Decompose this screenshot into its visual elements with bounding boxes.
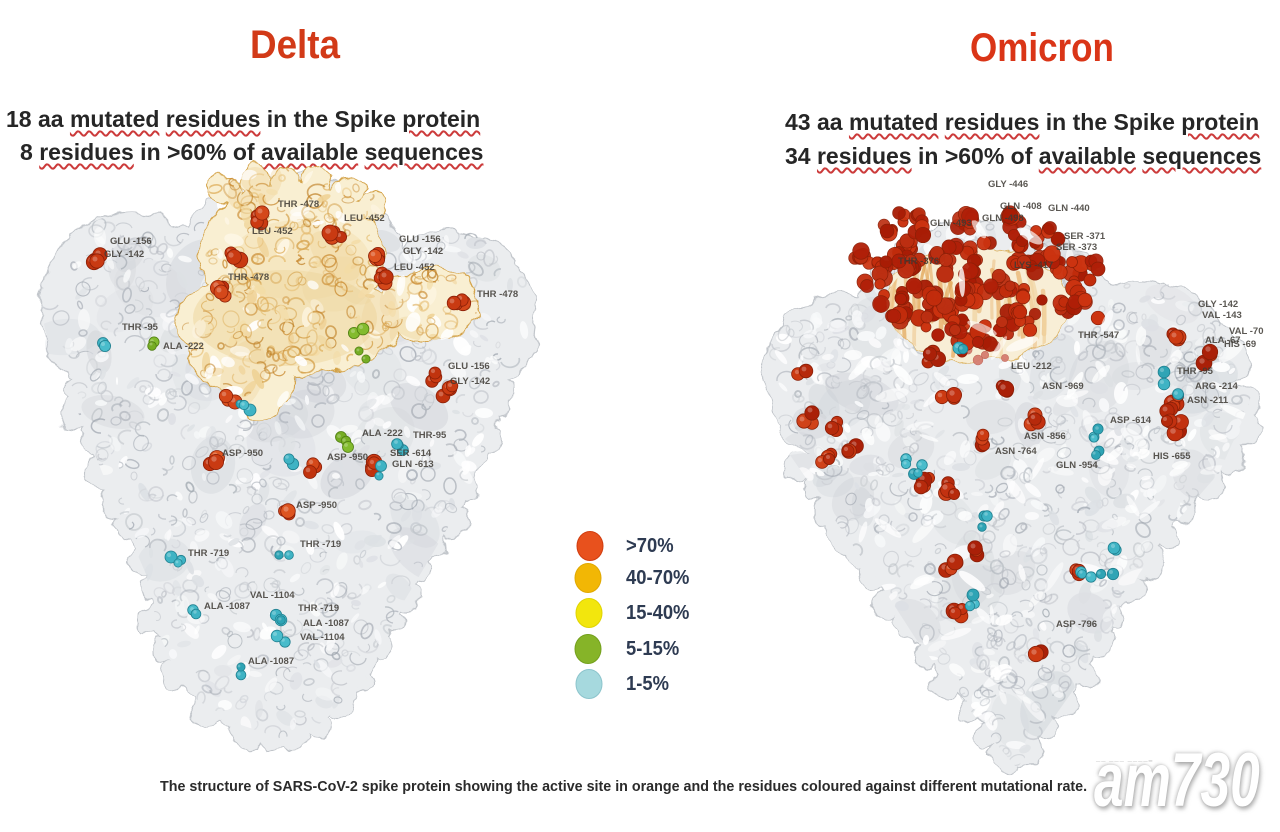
svg-text:HIS -69: HIS -69 <box>1224 339 1256 350</box>
svg-text:ASN -211: ASN -211 <box>1187 395 1229 406</box>
svg-text:THR -719: THR -719 <box>188 548 229 559</box>
svg-text:THR -719: THR -719 <box>298 603 339 614</box>
svg-text:THR -376: THR -376 <box>898 256 939 267</box>
svg-text:ASP -614: ASP -614 <box>1110 415 1152 426</box>
svg-text:GLY -142: GLY -142 <box>450 376 490 387</box>
svg-text:HIS -655: HIS -655 <box>1153 451 1191 462</box>
svg-text:THR -719: THR -719 <box>300 539 341 550</box>
svg-text:GLN -408: GLN -408 <box>1000 201 1042 212</box>
svg-text:SER -371: SER -371 <box>1064 231 1106 242</box>
svg-text:THR -95: THR -95 <box>122 322 159 333</box>
svg-text:LEU -452: LEU -452 <box>394 262 435 273</box>
svg-text:LEU -452: LEU -452 <box>252 226 293 237</box>
svg-text:GLU -156: GLU -156 <box>448 361 490 372</box>
svg-text:GLU -156: GLU -156 <box>399 234 441 245</box>
svg-text:ALA -67: ALA -67 <box>1205 335 1241 346</box>
svg-text:ASP -950: ASP -950 <box>327 452 368 463</box>
svg-text:THR -547: THR -547 <box>1078 330 1119 341</box>
svg-text:ALA -222: ALA -222 <box>163 341 204 352</box>
svg-text:GLY -142: GLY -142 <box>1198 299 1238 310</box>
svg-text:ALA -222: ALA -222 <box>362 428 403 439</box>
svg-text:GLN -498: GLN -498 <box>982 213 1024 224</box>
svg-text:VAL -1104: VAL -1104 <box>300 632 345 643</box>
svg-text:LYS -417: LYS -417 <box>1014 260 1053 271</box>
svg-text:VAL -143: VAL -143 <box>1202 310 1242 321</box>
svg-text:LEU -212: LEU -212 <box>1011 361 1052 372</box>
svg-text:GLN -440: GLN -440 <box>1048 203 1090 214</box>
svg-text:SER -373: SER -373 <box>1056 242 1097 253</box>
svg-text:LEU -452: LEU -452 <box>344 213 385 224</box>
svg-text:GLY -142: GLY -142 <box>104 249 144 260</box>
svg-text:ASP -950: ASP -950 <box>296 500 337 511</box>
svg-text:THR -95: THR -95 <box>1177 366 1214 377</box>
svg-text:VAL -70: VAL -70 <box>1229 326 1264 337</box>
svg-text:ARG -214: ARG -214 <box>1195 381 1238 392</box>
svg-text:ASP -796: ASP -796 <box>1056 619 1097 630</box>
svg-text:GLN -613: GLN -613 <box>392 459 434 470</box>
svg-text:THR-95: THR-95 <box>413 430 447 441</box>
svg-text:GLN -493: GLN -493 <box>930 218 972 229</box>
svg-text:GLY -142: GLY -142 <box>403 246 443 257</box>
svg-text:GLU -156: GLU -156 <box>110 236 152 247</box>
svg-text:THR -478: THR -478 <box>228 272 269 283</box>
svg-text:ASN -969: ASN -969 <box>1042 381 1084 392</box>
svg-text:THR -478: THR -478 <box>278 199 319 210</box>
svg-text:SER -614: SER -614 <box>390 448 432 459</box>
svg-text:ASP -950: ASP -950 <box>222 448 263 459</box>
svg-text:GLN -954: GLN -954 <box>1056 460 1098 471</box>
svg-text:ALA -1087: ALA -1087 <box>204 601 250 612</box>
svg-text:ASN -856: ASN -856 <box>1024 431 1066 442</box>
svg-text:ASN -764: ASN -764 <box>995 446 1037 457</box>
svg-text:GLY -446: GLY -446 <box>988 179 1028 190</box>
svg-text:ALA -1087: ALA -1087 <box>303 618 349 629</box>
svg-text:ALA -1087: ALA -1087 <box>248 656 294 667</box>
svg-text:VAL -1104: VAL -1104 <box>250 590 295 601</box>
svg-text:THR -478: THR -478 <box>477 289 518 300</box>
